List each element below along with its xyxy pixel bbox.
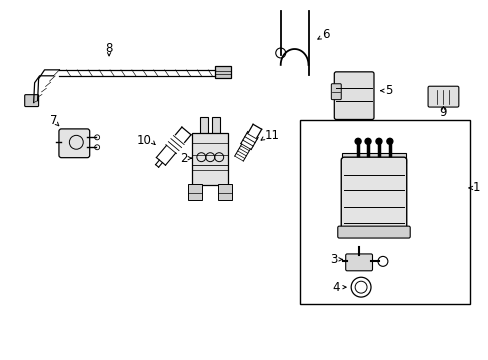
Text: 5: 5 (385, 84, 392, 97)
Text: 3: 3 (330, 253, 337, 266)
Bar (218, 184, 232, 200)
Circle shape (386, 138, 392, 144)
FancyBboxPatch shape (345, 254, 372, 271)
FancyBboxPatch shape (334, 72, 373, 120)
FancyBboxPatch shape (337, 226, 409, 238)
Text: 2: 2 (180, 152, 187, 165)
Bar (200, 117, 208, 135)
FancyBboxPatch shape (427, 86, 458, 107)
FancyBboxPatch shape (59, 129, 89, 158)
FancyBboxPatch shape (25, 95, 39, 107)
Bar (299, 121, 469, 304)
FancyBboxPatch shape (215, 66, 231, 78)
Bar (342, 153, 405, 163)
Text: 4: 4 (332, 281, 339, 294)
FancyBboxPatch shape (341, 157, 406, 233)
Circle shape (365, 138, 370, 144)
Text: 7: 7 (50, 114, 57, 127)
Text: 6: 6 (322, 28, 329, 41)
Text: 9: 9 (439, 106, 447, 119)
Bar (192, 133, 228, 185)
Text: 8: 8 (105, 41, 113, 54)
Text: 10: 10 (136, 134, 151, 147)
FancyBboxPatch shape (331, 84, 341, 100)
Text: 1: 1 (471, 181, 479, 194)
Text: 11: 11 (264, 129, 279, 142)
Circle shape (375, 138, 381, 144)
Circle shape (354, 138, 360, 144)
Bar (188, 184, 202, 200)
Bar (212, 117, 220, 135)
